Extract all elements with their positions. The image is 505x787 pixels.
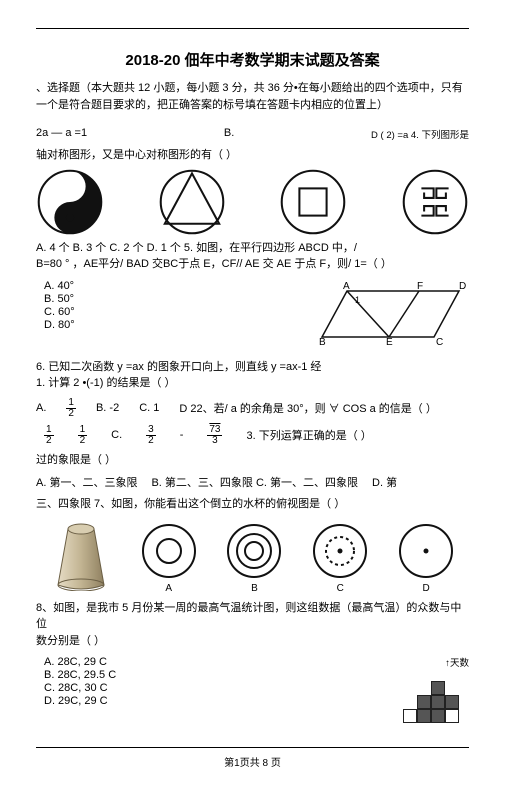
q1-opt-b: B. -2 (96, 402, 119, 414)
page-title: 2018-20 佃年中考数学期末试题及答案 (36, 49, 469, 70)
q8-block: A. 28C, 29 C B. 28C, 29.5 C C. 28C, 30 C… (36, 655, 469, 723)
q8-a: 8、如图，是我市 5 月份某一周的最高气温统计图，则这组数据（最高气温）的众数与… (36, 600, 469, 633)
q5-opt-c: C. 60° (44, 306, 75, 318)
page-footer: 第1页共 8 页 (36, 754, 469, 769)
eq-mid: B. (224, 127, 234, 139)
frac-b: 12 (78, 425, 88, 446)
page: 2018-20 佃年中考数学期末试题及答案 、选择题（本大题共 12 小题，每小… (0, 0, 505, 787)
cup-opt-c: C (311, 522, 369, 594)
symmetry-prompt: 轴对称图形，又是中心对称图形的有（ ） (36, 147, 469, 164)
svg-text:B: B (319, 337, 326, 348)
frac-c: 32 (146, 425, 156, 446)
cup-opt-a: A (140, 522, 198, 594)
q5-opt-b: B. 50° (44, 293, 75, 305)
cup-opt-b: B (225, 522, 283, 594)
q8-opt-c: C. 28C, 30 C (44, 682, 116, 694)
q8-opt-d: D. 29C, 29 C (44, 695, 116, 707)
q5-line1: B=80 ° ，AE平分/ BAD 交BC于点 E，CF// AE 交 AE 于… (36, 256, 469, 273)
q1-opt-a-label: A. (36, 402, 46, 414)
q7-options: A. 第一、二、三象限 B. 第二、三、四象限 C. 第一、二、四象限 D. 第 (36, 474, 469, 490)
q6-text: 6. 已知二次函数 y =ax 的图象开口向上，则直线 y =ax-1 经 (36, 359, 469, 376)
q4-tail: A. 4 个 B. 3 个 C. 2 个 D. 1 个 5. 如图，在平行四边形… (36, 240, 469, 257)
frac-tail: 3. 下列运算正确的是（ ） (246, 427, 371, 443)
parallelogram-icon: A F D B E C 1 (319, 279, 469, 349)
symbol-row (36, 168, 469, 236)
q7-line2: 三、四象限 7、如图，你能看出这个倒立的水杯的俯视图是（ ） (36, 496, 469, 513)
eq-right: D ( 2) =a 4. 下列图形是 (371, 127, 469, 141)
stat-chart: ↑天数 (397, 655, 469, 723)
frac-options: 12 12 C. 32 - 733 3. 下列运算正确的是（ ） (44, 425, 469, 446)
cup-row: A B C D (36, 519, 469, 594)
svg-text:C: C (436, 337, 443, 348)
q1-options: A. 12 B. -2 C. 1 D 22、若/ a 的余角是 30°，则 ∀ … (36, 398, 469, 419)
intro-line-1: 、选择题（本大题共 12 小题，每小题 3 分，共 36 分•在每小题给出的四个… (36, 80, 469, 97)
q5-opt-d: D. 80° (44, 319, 75, 331)
q8-opt-b: B. 28C, 29.5 C (44, 669, 116, 681)
yinyang-icon (36, 168, 104, 236)
stat-label: ↑天数 (397, 655, 469, 669)
q7-opt-bc: B. 第二、三、四象限 C. 第一、二、四象限 (151, 474, 358, 490)
svg-text:F: F (417, 281, 423, 292)
square-in-circle-icon (279, 168, 347, 236)
q1-opt-a-frac: 12 (66, 398, 76, 419)
triangle-in-circle-icon (158, 168, 226, 236)
q5-block: A. 40° B. 50° C. 60° D. 80° A F D B E C … (36, 279, 469, 353)
pattern-in-circle-icon (401, 168, 469, 236)
frac-a: 12 (44, 425, 54, 446)
eq-line: 2a — a =1 B. D ( 2) =a 4. 下列图形是 (36, 127, 469, 141)
svg-text:A: A (343, 281, 350, 292)
svg-text:1: 1 (355, 295, 360, 305)
q8-b: 数分别是（ ） (36, 633, 469, 650)
pass-through: 过的象限是（ ） (36, 452, 469, 469)
svg-text:D: D (459, 281, 466, 292)
q1-opt-c: C. 1 (139, 402, 159, 414)
q7-opt-a: A. 第一、二、三象限 (36, 474, 137, 490)
rule-bottom (36, 747, 469, 748)
q5-opt-a: A. 40° (44, 280, 75, 292)
svg-text:E: E (386, 337, 393, 348)
cup-photo (50, 519, 112, 594)
cup-opt-d: D (397, 522, 455, 594)
frac-d: 733 (207, 425, 222, 446)
q8-options: A. 28C, 29 C B. 28C, 29.5 C C. 28C, 30 C… (44, 655, 116, 708)
eq-left: 2a — a =1 (36, 127, 87, 139)
intro-line-2: 一个是符合题目要求的，把正确答案的标号填在答题卡内相应的位置上） (36, 97, 469, 114)
q1-opt-d: D 22、若/ a 的余角是 30°，则 ∀ COS a 的信是（ ） (179, 400, 436, 416)
q1-calc: 1. 计算 2 •(-1) 的结果是（ ） (36, 375, 469, 392)
rule-top (36, 28, 469, 29)
q7-opt-d: D. 第 (372, 474, 397, 490)
q5-options: A. 40° B. 50° C. 60° D. 80° (44, 279, 75, 332)
q8-opt-a: A. 28C, 29 C (44, 656, 116, 668)
